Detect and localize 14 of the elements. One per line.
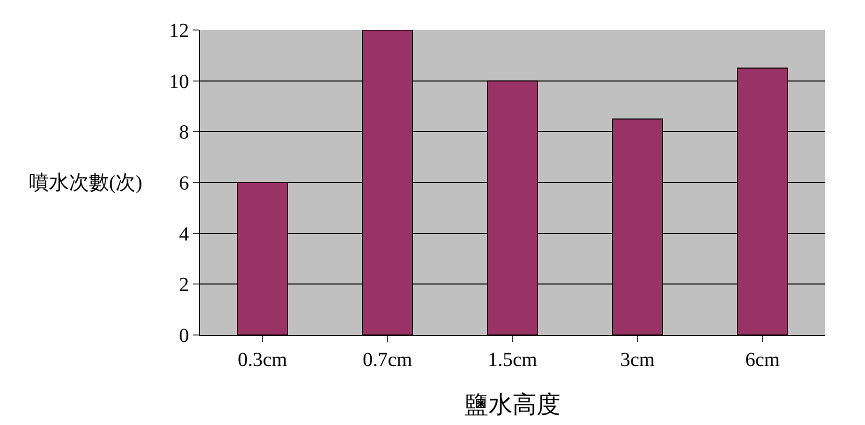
x-tick-label: 0.3cm [238, 349, 288, 371]
y-tick-label: 8 [179, 122, 189, 144]
y-tick-label: 12 [169, 20, 189, 42]
x-tick-label: 0.7cm [362, 349, 413, 371]
y-tick-label: 4 [179, 223, 189, 246]
y-tick-label: 6 [179, 172, 189, 194]
y-axis-title: 噴水次數(次) [29, 172, 142, 194]
y-tick-label: 0 [179, 325, 189, 347]
y-tick-label: 2 [179, 274, 189, 296]
x-tick-label: 6cm [745, 349, 780, 371]
x-tick-label: 1.5cm [488, 349, 538, 371]
x-tick-label: 3cm [620, 349, 656, 371]
y-tick-label: 10 [169, 70, 189, 93]
x-axis-title: 鹽水高度 [464, 391, 560, 418]
